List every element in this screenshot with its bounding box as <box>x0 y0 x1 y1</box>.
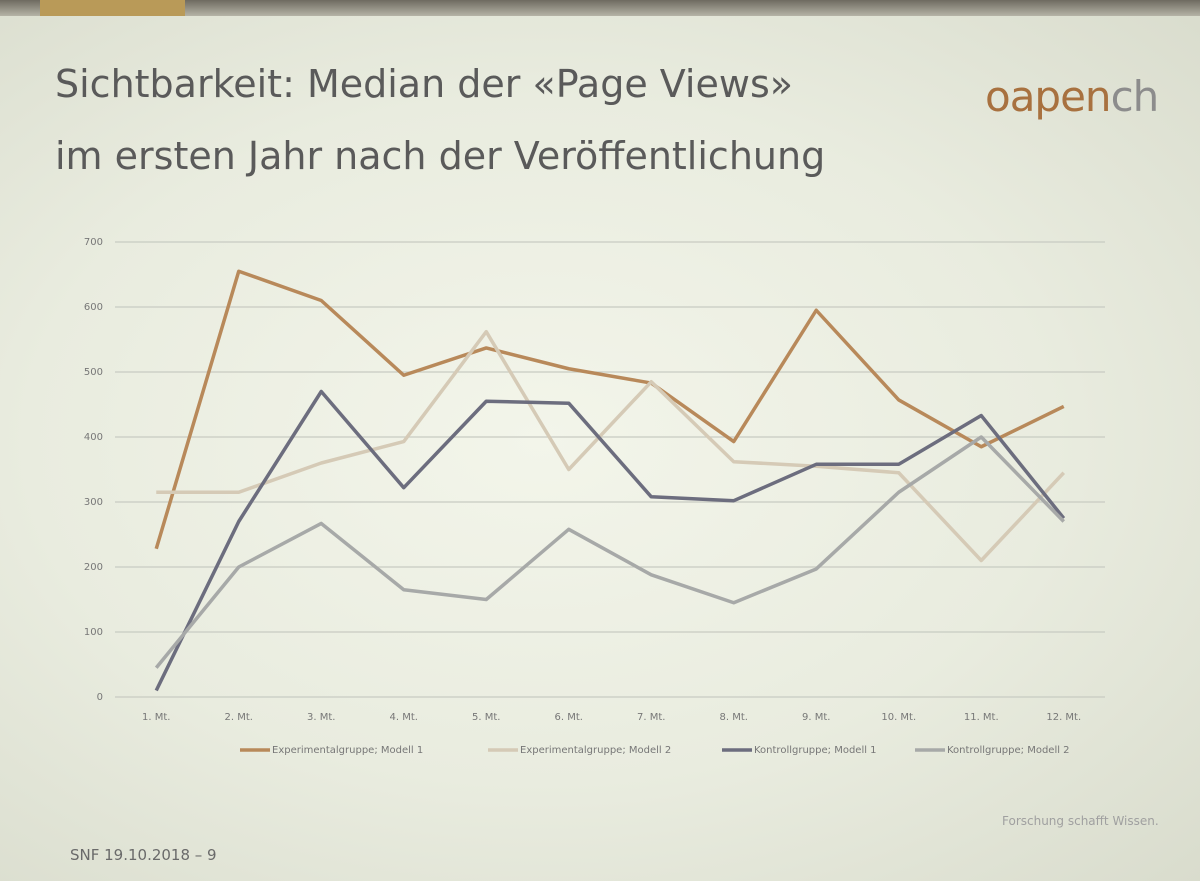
x-tick-label: 12. Mt. <box>1046 712 1081 723</box>
y-tick-label: 100 <box>84 627 103 638</box>
tagline: Forschung schafft Wissen. <box>1002 814 1159 828</box>
x-tick-label: 11. Mt. <box>964 712 999 723</box>
slide-title: Sichtbarkeit: Median der «Page Views» <box>55 62 793 106</box>
series-line <box>156 329 1066 563</box>
x-tick-label: 9. Mt. <box>802 712 830 723</box>
series-line <box>154 389 1066 692</box>
logo-text: oapen <box>985 72 1112 121</box>
top-bar-accent <box>40 0 185 16</box>
legend-label: Experimentalgruppe; Modell 1 <box>272 745 423 756</box>
y-tick-label: 600 <box>84 302 103 313</box>
logo: oapench <box>985 72 1160 121</box>
y-tick-label: 200 <box>84 562 103 573</box>
x-tick-label: 6. Mt. <box>555 712 583 723</box>
logo-text: ch <box>1110 72 1160 121</box>
y-tick-label: 700 <box>84 237 103 248</box>
legend-label: Kontrollgruppe; Modell 2 <box>947 745 1070 756</box>
x-tick-label: 3. Mt. <box>307 712 335 723</box>
x-tick-label: 1. Mt. <box>142 712 170 723</box>
legend-label: Kontrollgruppe; Modell 1 <box>754 745 877 756</box>
legend-label: Experimentalgruppe; Modell 2 <box>520 745 671 756</box>
series-line <box>154 269 1065 550</box>
y-tick-label: 0 <box>97 692 103 703</box>
x-tick-label: 2. Mt. <box>225 712 253 723</box>
slide-title: im ersten Jahr nach der Veröffentlichung <box>55 134 826 178</box>
y-tick-label: 500 <box>84 367 103 378</box>
y-tick-label: 400 <box>84 432 103 443</box>
y-tick-label: 300 <box>84 497 103 508</box>
x-tick-label: 5. Mt. <box>472 712 500 723</box>
top-bar <box>0 0 1200 16</box>
series-line <box>154 435 1066 669</box>
x-tick-label: 7. Mt. <box>637 712 665 723</box>
x-tick-label: 8. Mt. <box>720 712 748 723</box>
x-tick-label: 4. Mt. <box>390 712 418 723</box>
x-tick-label: 10. Mt. <box>881 712 916 723</box>
footer: SNF 19.10.2018 – 9 <box>70 846 217 864</box>
